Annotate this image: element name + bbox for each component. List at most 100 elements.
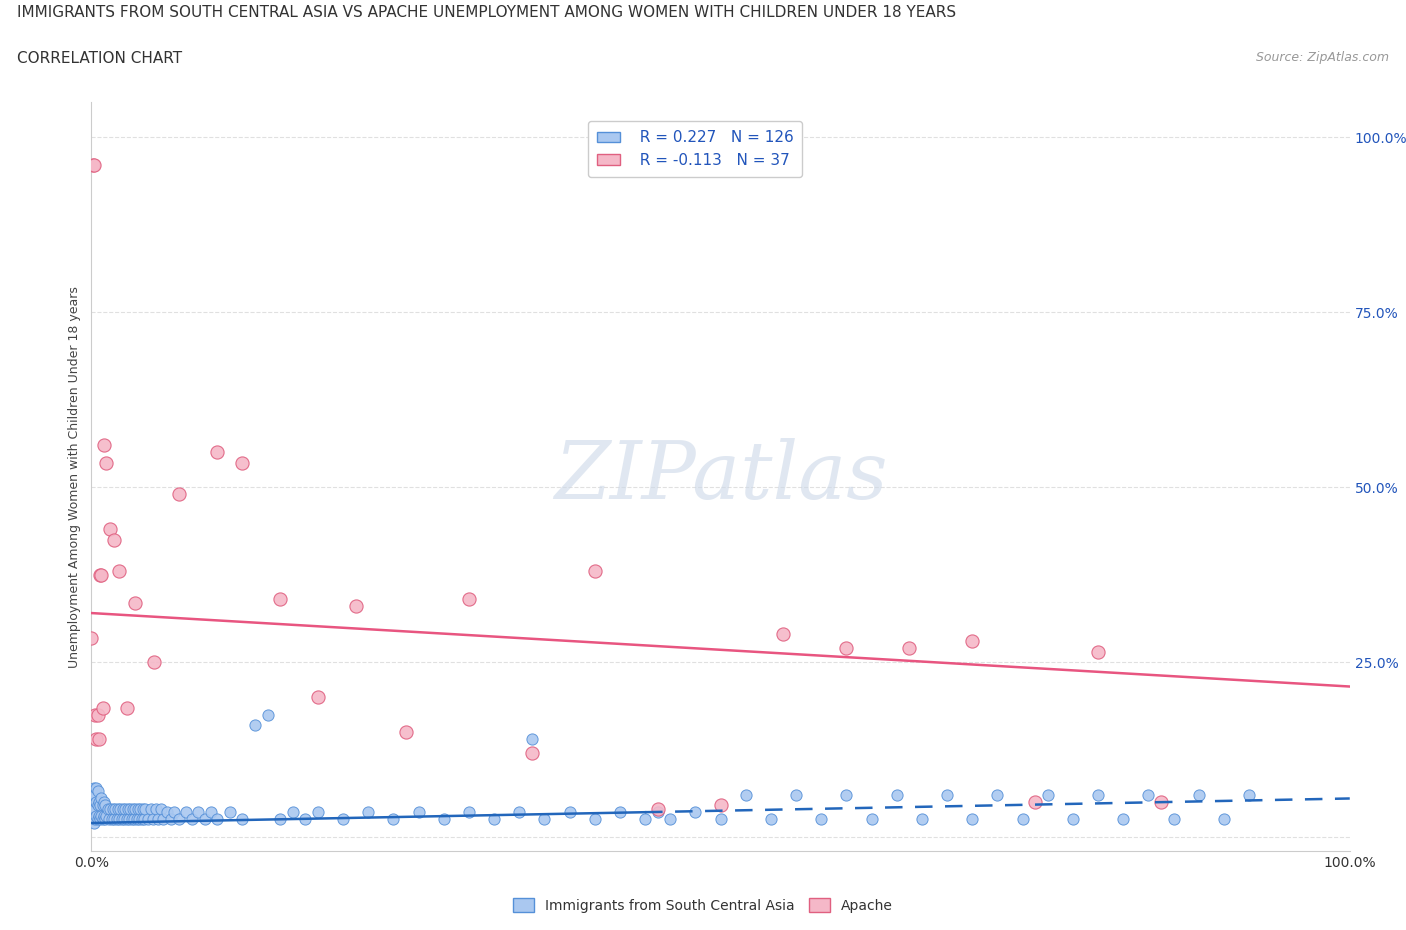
Point	[174, 805, 197, 820]
Point	[709, 798, 731, 813]
Point	[83, 791, 105, 806]
Point	[1011, 812, 1033, 827]
Point	[163, 805, 186, 820]
Point	[558, 805, 581, 820]
Point	[395, 724, 418, 739]
Point	[647, 805, 669, 820]
Point	[294, 812, 316, 827]
Point	[86, 812, 108, 827]
Point	[86, 794, 108, 809]
Point	[1087, 644, 1109, 659]
Point	[128, 812, 150, 827]
Point	[83, 816, 105, 830]
Point	[134, 812, 156, 827]
Point	[835, 641, 858, 656]
Point	[98, 522, 121, 537]
Point	[125, 812, 148, 827]
Point	[344, 599, 367, 614]
Point	[835, 788, 858, 803]
Point	[94, 812, 117, 827]
Point	[80, 794, 103, 809]
Point	[159, 812, 181, 827]
Point	[90, 808, 112, 823]
Point	[84, 788, 107, 803]
Point	[433, 812, 456, 827]
Point	[104, 802, 127, 817]
Point	[142, 812, 165, 827]
Point	[80, 808, 103, 823]
Text: CORRELATION CHART: CORRELATION CHART	[17, 51, 181, 66]
Point	[108, 812, 131, 827]
Point	[110, 802, 132, 817]
Y-axis label: Unemployment Among Women with Children Under 18 years: Unemployment Among Women with Children U…	[67, 286, 82, 668]
Point	[936, 788, 959, 803]
Point	[122, 812, 145, 827]
Point	[1163, 812, 1185, 827]
Point	[886, 788, 908, 803]
Point	[91, 798, 114, 813]
Point	[118, 812, 141, 827]
Point	[91, 812, 114, 827]
Point	[1062, 812, 1084, 827]
Point	[83, 805, 105, 820]
Point	[734, 788, 756, 803]
Text: ZIPatlas: ZIPatlas	[554, 438, 887, 515]
Point	[231, 812, 253, 827]
Point	[156, 805, 179, 820]
Point	[709, 812, 731, 827]
Point	[139, 802, 162, 817]
Point	[80, 631, 103, 645]
Point	[986, 788, 1008, 803]
Point	[82, 802, 104, 817]
Point	[810, 812, 832, 827]
Point	[127, 802, 149, 817]
Point	[1212, 812, 1236, 827]
Point	[609, 805, 631, 820]
Point	[83, 780, 105, 795]
Point	[860, 812, 883, 827]
Point	[583, 812, 606, 827]
Point	[84, 812, 107, 827]
Point	[121, 812, 143, 827]
Point	[457, 591, 479, 606]
Point	[117, 802, 139, 817]
Point	[132, 802, 155, 817]
Point	[243, 718, 266, 733]
Point	[1024, 794, 1046, 809]
Point	[115, 812, 138, 827]
Point	[86, 808, 108, 823]
Point	[86, 784, 108, 799]
Point	[146, 812, 169, 827]
Point	[93, 808, 115, 823]
Point	[110, 812, 132, 827]
Point	[332, 812, 354, 827]
Point	[408, 805, 430, 820]
Point	[1150, 794, 1173, 809]
Point	[307, 805, 329, 820]
Point	[269, 591, 291, 606]
Point	[84, 707, 107, 722]
Point	[87, 808, 110, 823]
Point	[911, 812, 934, 827]
Point	[533, 812, 555, 827]
Point	[200, 805, 222, 820]
Point	[187, 805, 209, 820]
Point	[105, 812, 128, 827]
Point	[962, 633, 984, 648]
Point	[1137, 788, 1160, 803]
Point	[583, 564, 606, 578]
Point	[115, 700, 138, 715]
Point	[143, 655, 166, 670]
Point	[96, 455, 118, 470]
Point	[103, 812, 125, 827]
Point	[269, 812, 291, 827]
Point	[482, 812, 505, 827]
Legend:   R = 0.227   N = 126,   R = -0.113   N = 37: R = 0.227 N = 126, R = -0.113 N = 37	[588, 121, 803, 177]
Point	[382, 812, 405, 827]
Point	[218, 805, 240, 820]
Point	[194, 812, 217, 827]
Point	[785, 788, 807, 803]
Point	[107, 802, 129, 817]
Point	[89, 567, 111, 582]
Point	[93, 794, 115, 809]
